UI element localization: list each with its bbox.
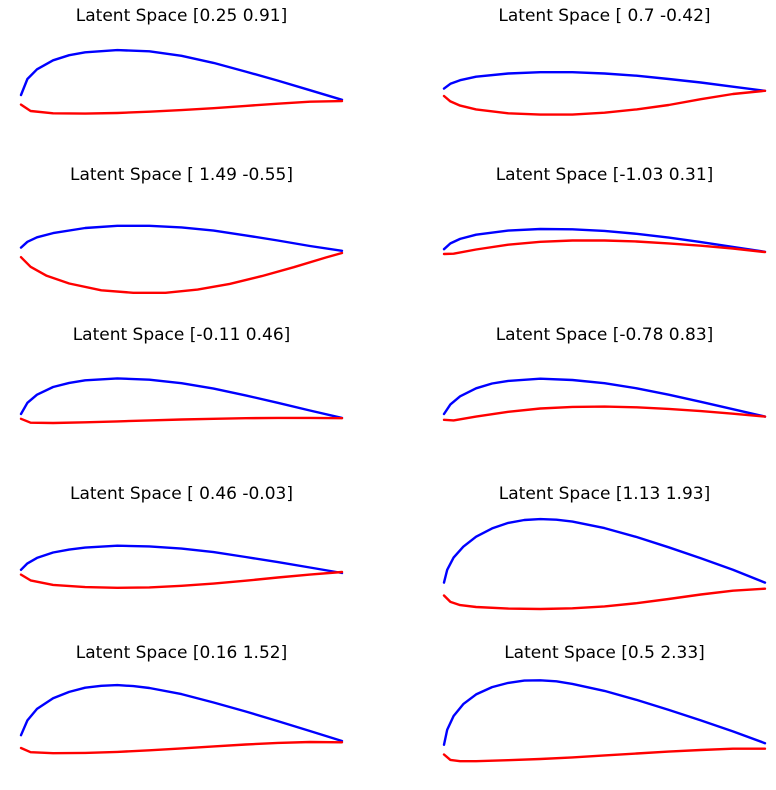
panel-title: Latent Space [ 0.46 -0.03]: [70, 484, 293, 504]
airfoil-panel: Latent Space [1.13 1.93]: [442, 484, 767, 611]
lower-surface-line: [442, 89, 767, 116]
airfoil-panel: Latent Space [ 0.46 -0.03]: [19, 484, 344, 589]
panel-title: Latent Space [0.25 0.91]: [76, 6, 287, 26]
lower-surface-line: [442, 405, 767, 422]
lower-surface-line: [19, 251, 344, 294]
airfoil-panel: Latent Space [ 1.49 -0.55]: [19, 165, 344, 294]
panel-title: Latent Space [1.13 1.93]: [499, 484, 710, 504]
airfoil-panel: Latent Space [0.5 2.33]: [442, 643, 767, 763]
lower-surface-line: [442, 239, 767, 256]
lower-surface-line: [442, 587, 767, 611]
upper-surface-line: [442, 679, 767, 746]
airfoil-panel: Latent Space [0.16 1.52]: [19, 643, 344, 755]
lower-surface-line: [19, 570, 344, 589]
upper-surface-line: [19, 224, 344, 253]
upper-surface-line: [19, 48, 344, 102]
panel-title: Latent Space [ 0.7 -0.42]: [498, 6, 710, 26]
panel-title: Latent Space [-1.03 0.31]: [496, 165, 714, 185]
lower-surface-line: [19, 99, 344, 115]
panel-title: Latent Space [0.5 2.33]: [504, 643, 705, 663]
upper-surface-line: [19, 377, 344, 420]
upper-surface-line: [19, 683, 344, 743]
upper-surface-line: [442, 517, 767, 584]
airfoil-panel: Latent Space [-0.78 0.83]: [442, 325, 767, 422]
panels: Latent Space [0.25 0.91] Latent Space [ 0…: [19, 6, 767, 763]
upper-surface-line: [19, 544, 344, 575]
airfoil-panel: Latent Space [0.25 0.91]: [19, 6, 344, 115]
panel-title: Latent Space [ 1.49 -0.55]: [70, 165, 293, 185]
airfoil-panel: Latent Space [-0.11 0.46]: [19, 325, 344, 425]
airfoil-panel: Latent Space [-1.03 0.31]: [442, 165, 767, 256]
lower-surface-line: [442, 747, 767, 763]
panel-title: Latent Space [0.16 1.52]: [76, 643, 287, 663]
upper-surface-line: [442, 70, 767, 93]
upper-surface-line: [442, 227, 767, 254]
airfoil-panel: Latent Space [ 0.7 -0.42]: [442, 6, 767, 116]
lower-surface-line: [19, 416, 344, 425]
upper-surface-line: [442, 377, 767, 418]
lower-surface-line: [19, 740, 344, 755]
panel-title: Latent Space [-0.78 0.83]: [496, 325, 714, 345]
panel-title: Latent Space [-0.11 0.46]: [73, 325, 291, 345]
